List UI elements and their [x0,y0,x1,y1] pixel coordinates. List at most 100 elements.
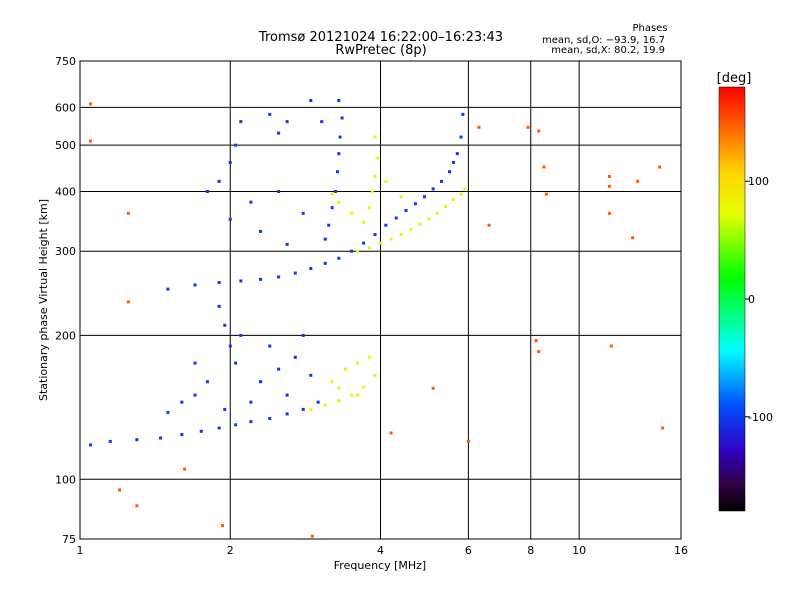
data-point [537,129,541,133]
data-point [466,439,470,443]
y-tick-label: 75 [62,533,76,546]
data-point [277,189,281,193]
data-point [228,160,232,164]
data-point [337,386,341,390]
y-tick-label: 600 [55,101,76,114]
data-point [337,256,341,260]
data-point [285,120,289,124]
data-point [367,206,371,210]
data-point [166,410,170,414]
data-point [394,216,398,220]
data-point [534,339,538,343]
data-point [335,170,339,174]
data-point [221,524,225,528]
data-point [293,355,297,359]
data-point [526,125,530,129]
data-point [234,423,238,427]
data-point [159,436,163,440]
data-point [285,242,289,246]
data-point [323,261,327,265]
data-point [362,385,366,389]
data-point [636,179,640,183]
data-point [277,367,281,371]
data-point [327,223,331,227]
data-point [239,333,243,337]
data-point [487,223,491,227]
data-point [440,179,444,183]
data-point [451,197,455,201]
colorbar-label: [deg] [717,71,752,86]
data-point [89,443,93,447]
data-point [463,187,467,191]
data-point [367,355,371,359]
data-point [309,407,313,411]
data-point [427,217,431,221]
chart-subtitle: RwPretec (8p) [335,43,426,58]
data-point [544,192,548,196]
data-point [310,534,314,538]
data-point [609,344,613,348]
grid-lines [80,61,681,539]
y-axis-label: Stationary phase Virtual Height [km] [37,199,50,401]
x-tick-labels: 1 2 4 6 8 10 16 [77,544,689,557]
colorbar-tick-label: 100 [748,175,769,188]
data-point [239,120,243,124]
data-point [340,116,344,120]
data-point [166,287,170,291]
data-point [239,279,243,283]
x-tick-label: 16 [674,544,688,557]
data-point [330,380,334,384]
data-point [356,393,360,397]
data-point [631,236,635,240]
data-point [301,211,305,215]
data-point [205,189,209,193]
data-point [126,211,130,215]
data-point [477,125,481,129]
data-point [323,403,327,407]
data-point [234,143,238,147]
data-point [228,217,232,221]
data-point [89,139,93,143]
phases-header: Phases [632,23,667,34]
data-point [418,222,422,226]
data-point [373,174,377,178]
data-point [217,304,221,308]
data-point [451,160,455,164]
x-tick-label: 6 [465,544,472,557]
data-point [259,380,263,384]
data-point [607,211,611,215]
data-point [607,184,611,188]
data-point [338,135,342,139]
data-point [259,277,263,281]
data-point [301,407,305,411]
x-tick-label: 2 [227,544,234,557]
data-point [455,152,459,156]
y-tick-label: 300 [55,245,76,258]
data-point [343,367,347,371]
data-point [193,361,197,365]
data-point [309,373,313,377]
data-point [431,187,435,191]
data-point [431,386,435,390]
x-axis-label: Frequency [MHz] [334,559,426,572]
data-point [370,189,374,193]
data-point [384,223,388,227]
data-point [409,228,413,232]
data-point [193,393,197,397]
data-point [376,156,380,160]
data-point [323,237,327,241]
data-point [435,211,439,215]
data-point [362,220,366,224]
data-point [330,192,334,196]
x-tick-label: 4 [377,544,384,557]
data-point [350,211,354,215]
data-point [309,99,313,103]
data-point [135,504,139,508]
data-point [180,400,184,404]
data-point [89,102,93,106]
colorbar-bar [718,86,746,512]
data-point [249,200,253,204]
data-point [277,131,281,135]
y-tick-label: 100 [55,473,76,486]
